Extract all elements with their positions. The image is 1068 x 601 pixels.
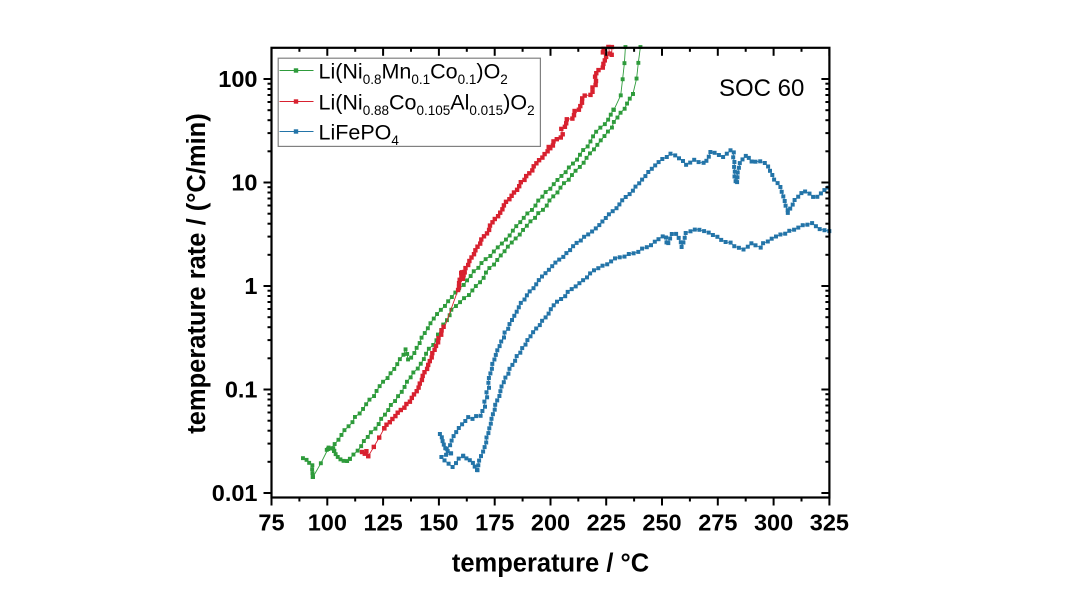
svg-text:LiFePO4​: LiFePO4​ xyxy=(319,121,400,149)
svg-text:10: 10 xyxy=(231,170,257,196)
svg-text:0.1: 0.1 xyxy=(225,377,258,403)
svg-text:200: 200 xyxy=(531,510,570,536)
svg-text:temperature rate / (°C/min): temperature rate / (°C/min) xyxy=(183,113,211,434)
svg-text:325: 325 xyxy=(810,510,849,536)
svg-text:225: 225 xyxy=(587,510,626,536)
svg-text:300: 300 xyxy=(754,510,793,536)
svg-text:275: 275 xyxy=(698,510,737,536)
svg-text:temperature / °C: temperature / °C xyxy=(452,550,649,578)
svg-text:125: 125 xyxy=(363,510,402,536)
svg-text:SOC 60: SOC 60 xyxy=(719,75,804,102)
svg-text:100: 100 xyxy=(308,510,347,536)
svg-text:150: 150 xyxy=(419,510,458,536)
svg-text:1: 1 xyxy=(244,273,257,299)
svg-text:75: 75 xyxy=(258,510,284,536)
svg-text:100: 100 xyxy=(218,66,257,92)
svg-text:250: 250 xyxy=(642,510,681,536)
svg-text:175: 175 xyxy=(475,510,514,536)
svg-text:0.01: 0.01 xyxy=(212,480,258,506)
